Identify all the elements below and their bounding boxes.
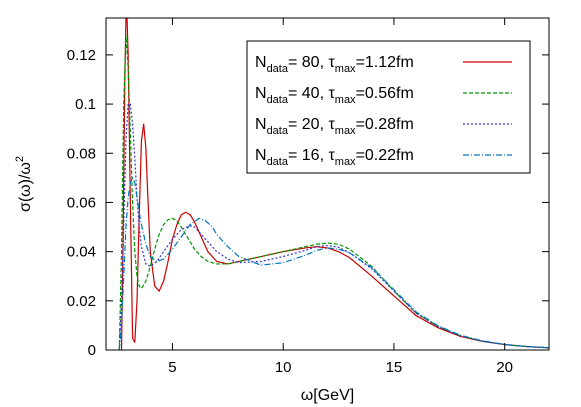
series-line-4 <box>118 176 549 350</box>
y-axis-label-sup: 2 <box>14 156 26 162</box>
plot-axes: 5 10 15 20 0 0.02 0.04 0.06 0.08 0.1 0.12 <box>67 17 550 376</box>
series-line-3 <box>118 103 549 350</box>
legend: Ndata= 80, τmax=1.12fm Ndata= 40, τmax=0.… <box>246 40 531 174</box>
series-line-2 <box>118 35 549 350</box>
x-tick-label: 10 <box>275 359 292 376</box>
legend-label-4: Ndata= 16, τmax=0.22fm <box>255 147 414 168</box>
x-axis-label: ω[GeV] <box>301 387 354 404</box>
y-tick-label: 0.1 <box>75 96 96 113</box>
x-tick-label: 15 <box>386 359 403 376</box>
series-line-1 <box>120 18 549 350</box>
y-tick-label: 0 <box>88 342 96 359</box>
y-tick-label: 0.08 <box>67 145 96 162</box>
legend-label-1: Ndata= 80, τmax=1.12fm <box>255 54 414 75</box>
plot-frame <box>105 17 550 351</box>
legend-label-2: Ndata= 40, τmax=0.56fm <box>255 85 414 106</box>
y-tick-label: 0.12 <box>67 47 96 64</box>
y-tick-label: 0.04 <box>67 244 96 261</box>
y-tick-label: 0.06 <box>67 194 96 211</box>
plot-marks <box>118 18 549 350</box>
legend-box <box>246 40 531 174</box>
y-axis-label: σ(ω)/ω2 <box>14 156 34 212</box>
legend-label-3: Ndata= 20, τmax=0.28fm <box>255 116 414 137</box>
x-tick-label: 20 <box>496 359 513 376</box>
y-tick-label: 0.02 <box>67 293 96 310</box>
x-tick-label: 5 <box>168 359 176 376</box>
